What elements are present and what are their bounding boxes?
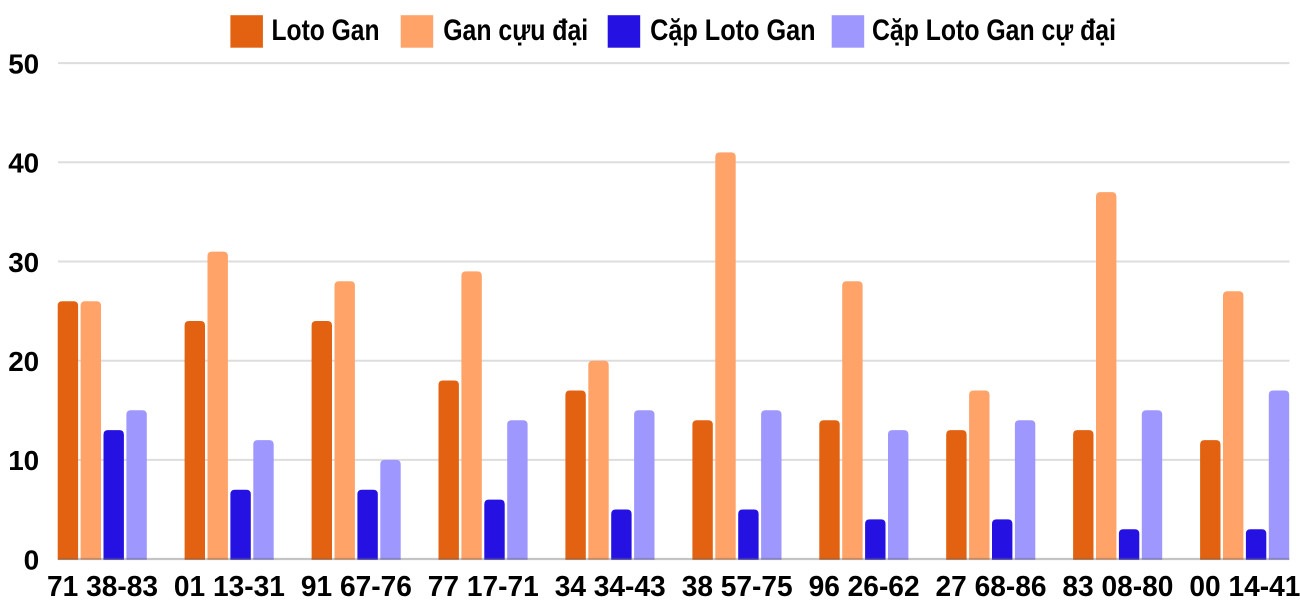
svg-text:38 57-75: 38 57-75 — [682, 571, 793, 600]
svg-text:01 13-31: 01 13-31 — [174, 571, 285, 600]
svg-text:30: 30 — [8, 247, 39, 278]
svg-text:Gan cựu đại: Gan cựu đại — [443, 14, 588, 47]
svg-text:96 26-62: 96 26-62 — [809, 571, 920, 600]
svg-text:91 67-76: 91 67-76 — [301, 571, 412, 600]
svg-text:40: 40 — [8, 148, 39, 179]
svg-text:77 17-71: 77 17-71 — [428, 571, 539, 600]
svg-text:50: 50 — [8, 48, 39, 79]
svg-text:20: 20 — [8, 346, 39, 377]
svg-text:27 68-86: 27 68-86 — [936, 571, 1047, 600]
svg-text:00 14-41: 00 14-41 — [1189, 571, 1300, 600]
svg-text:Cặp Loto Gan: Cặp Loto Gan — [650, 14, 816, 47]
svg-text:Cặp Loto Gan cự đại: Cặp Loto Gan cự đại — [872, 14, 1116, 47]
svg-text:0: 0 — [24, 544, 40, 575]
svg-text:71 38-83: 71 38-83 — [47, 571, 158, 600]
svg-text:10: 10 — [8, 445, 39, 476]
svg-text:83 08-80: 83 08-80 — [1062, 571, 1173, 600]
svg-text:34 34-43: 34 34-43 — [555, 571, 666, 600]
svg-text:Loto Gan: Loto Gan — [272, 14, 380, 47]
